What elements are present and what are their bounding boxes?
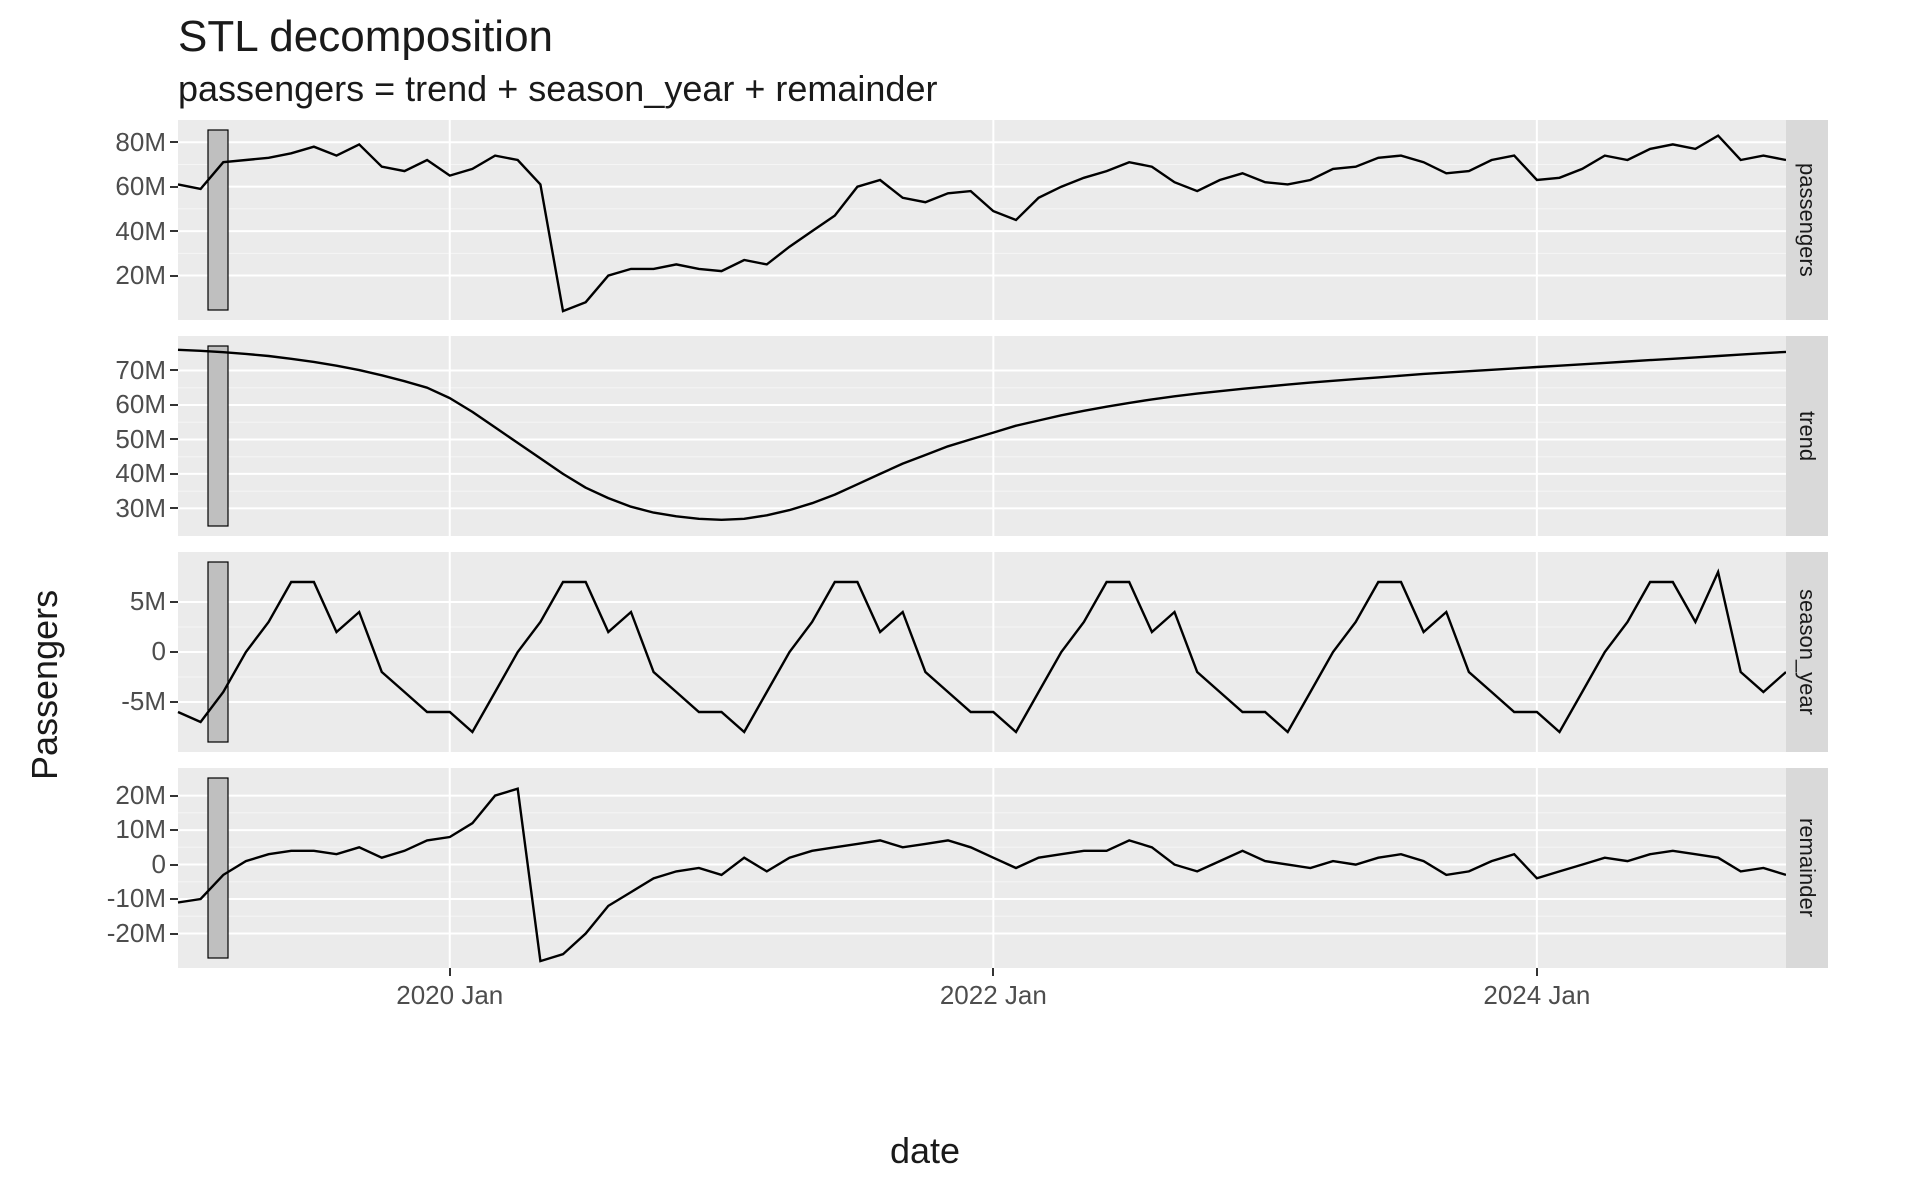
ytick-mark xyxy=(170,473,178,475)
ytick-mark xyxy=(170,701,178,703)
range-bar-remainder xyxy=(208,778,228,958)
xtick-mark xyxy=(449,968,451,976)
ytick-label: -10M xyxy=(107,883,166,914)
ytick-mark xyxy=(170,864,178,866)
range-bar-season_year xyxy=(208,562,228,742)
panel-svg-passengers xyxy=(178,120,1786,320)
ytick-mark xyxy=(170,795,178,797)
ytick-label: 60M xyxy=(115,389,166,420)
ytick-label: 30M xyxy=(115,493,166,524)
ytick-label: 20M xyxy=(115,780,166,811)
xtick-mark xyxy=(992,968,994,976)
ytick-mark xyxy=(170,601,178,603)
ytick-label: 50M xyxy=(115,424,166,455)
ytick-label: 60M xyxy=(115,171,166,202)
strip-label-trend: trend xyxy=(1794,411,1820,461)
range-bar-trend xyxy=(208,346,228,526)
panel-trend xyxy=(178,336,1786,536)
ytick-label: 70M xyxy=(115,355,166,386)
ytick-mark xyxy=(170,404,178,406)
chart-subtitle: passengers = trend + season_year + remai… xyxy=(178,68,937,110)
ytick-mark xyxy=(170,933,178,935)
panel-svg-season_year xyxy=(178,552,1786,752)
panel-season_year xyxy=(178,552,1786,752)
xtick-mark xyxy=(1536,968,1538,976)
strip-remainder: remainder xyxy=(1786,768,1828,968)
panel-passengers xyxy=(178,120,1786,320)
ytick-label: -5M xyxy=(121,686,166,717)
chart-title: STL decomposition xyxy=(178,12,553,62)
strip-passengers: passengers xyxy=(1786,120,1828,320)
y-axis-label: Passengers xyxy=(24,590,66,780)
ytick-mark xyxy=(170,141,178,143)
ytick-label: 0 xyxy=(152,636,166,667)
strip-season_year: season_year xyxy=(1786,552,1828,752)
ytick-label: 0 xyxy=(152,849,166,880)
panel-remainder xyxy=(178,768,1786,968)
range-bar-passengers xyxy=(208,130,228,310)
ytick-mark xyxy=(170,230,178,232)
ytick-label: 40M xyxy=(115,458,166,489)
ytick-mark xyxy=(170,651,178,653)
ytick-label: 40M xyxy=(115,216,166,247)
ytick-label: -20M xyxy=(107,918,166,949)
panel-svg-trend xyxy=(178,336,1786,536)
ytick-mark xyxy=(170,507,178,509)
panel-svg-remainder xyxy=(178,768,1786,968)
ytick-label: 5M xyxy=(130,586,166,617)
ytick-mark xyxy=(170,829,178,831)
ytick-label: 20M xyxy=(115,260,166,291)
ytick-label: 10M xyxy=(115,814,166,845)
series-line-passengers xyxy=(178,136,1786,312)
strip-label-passengers: passengers xyxy=(1794,163,1820,277)
ytick-label: 80M xyxy=(115,127,166,158)
xtick-label: 2020 Jan xyxy=(380,980,520,1011)
strip-trend: trend xyxy=(1786,336,1828,536)
ytick-mark xyxy=(170,369,178,371)
ytick-mark xyxy=(170,186,178,188)
strip-label-season_year: season_year xyxy=(1794,589,1820,715)
x-axis-label: date xyxy=(890,1130,960,1172)
xtick-label: 2024 Jan xyxy=(1467,980,1607,1011)
series-line-remainder xyxy=(178,789,1786,961)
ytick-mark xyxy=(170,898,178,900)
xtick-label: 2022 Jan xyxy=(923,980,1063,1011)
series-line-trend xyxy=(178,350,1786,520)
ytick-mark xyxy=(170,275,178,277)
strip-label-remainder: remainder xyxy=(1794,818,1820,917)
ytick-mark xyxy=(170,438,178,440)
